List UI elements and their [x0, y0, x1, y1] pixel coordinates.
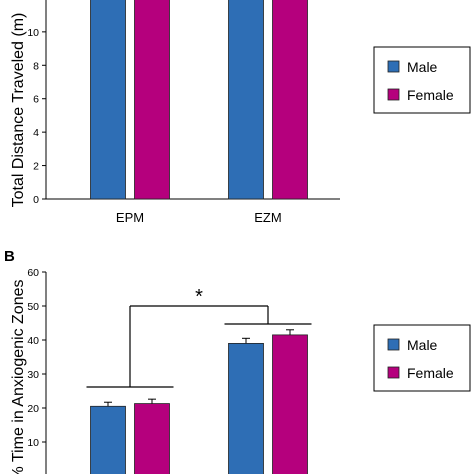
y-tick-label: 10 — [27, 27, 39, 39]
significance-marker: * — [195, 286, 203, 308]
bar-female-epm — [134, 0, 170, 200]
bar-female-ezm — [272, 334, 308, 474]
bar-male-epm — [90, 405, 126, 474]
legend-label-female: Female — [407, 87, 454, 103]
y-tick-label: 20 — [27, 403, 39, 415]
legend-box — [373, 46, 471, 114]
bar-male-ezm — [228, 0, 264, 200]
y-tick-label: 6 — [33, 94, 39, 106]
legend-label-male: Male — [407, 337, 438, 353]
y-tick-label: 50 — [27, 301, 39, 313]
x-tick-label-ezm: EZM — [254, 210, 281, 225]
legend-swatch-male — [387, 60, 400, 73]
legend-label-female: Female — [407, 365, 454, 381]
y-tick-label: 2 — [33, 161, 39, 173]
y-tick-label: 30 — [27, 369, 39, 381]
legend-swatch-male — [387, 338, 400, 351]
bar-female-epm — [134, 403, 170, 474]
y-tick-label: 8 — [33, 60, 39, 72]
panel-label: B — [4, 248, 15, 265]
y-tick-label: 0 — [33, 194, 39, 206]
y-tick-label: 60 — [27, 267, 39, 279]
bar-male-ezm — [228, 342, 264, 474]
x-tick-label-epm: EPM — [116, 210, 144, 225]
y-axis-label: % Time in Anxiogenic Zones — [10, 280, 27, 474]
y-tick-label: 10 — [27, 437, 39, 449]
legend-swatch-female — [387, 366, 400, 379]
bar-female-ezm — [272, 0, 308, 200]
legend-swatch-female — [387, 88, 400, 101]
legend-label-male: Male — [407, 59, 438, 75]
y-tick-label: 40 — [27, 335, 39, 347]
bar-male-epm — [90, 0, 126, 200]
y-tick-label: 4 — [33, 127, 39, 139]
y-axis-label: Total Distance Traveled (m) — [10, 13, 27, 208]
legend-box — [373, 324, 471, 392]
